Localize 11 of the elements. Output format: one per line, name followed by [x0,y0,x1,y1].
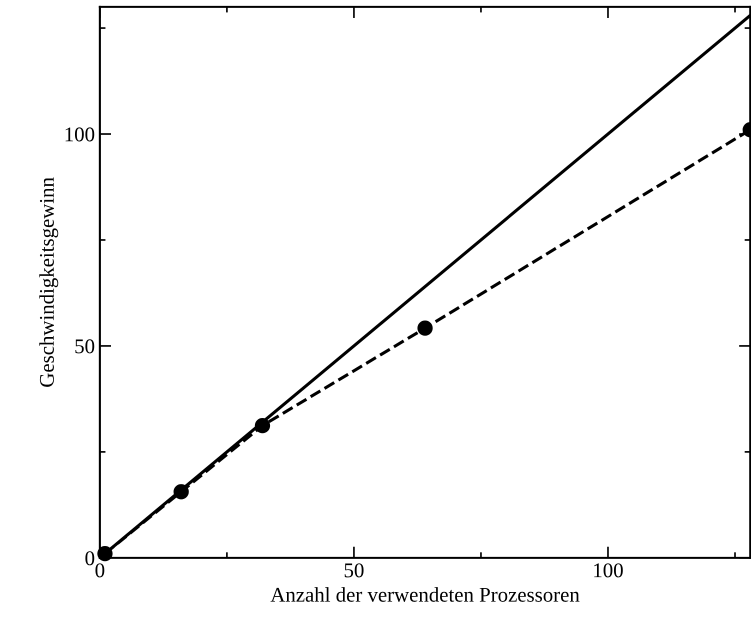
y-tick-label: 100 [66,127,94,142]
point [254,418,270,434]
point [417,320,433,336]
x-tick-label: 0 [95,563,104,578]
x-tick-label: 100 [594,563,623,578]
point [174,484,189,500]
x-axis-title: Anzahl der verwendeten Prozessoren [270,587,580,602]
y-tick-label: 50 [75,339,94,354]
y-axis-title: Geschwindigkeitsgewinn [39,177,58,387]
x-tick-label: 50 [344,563,364,578]
y-tick-label: 0 [85,551,94,566]
